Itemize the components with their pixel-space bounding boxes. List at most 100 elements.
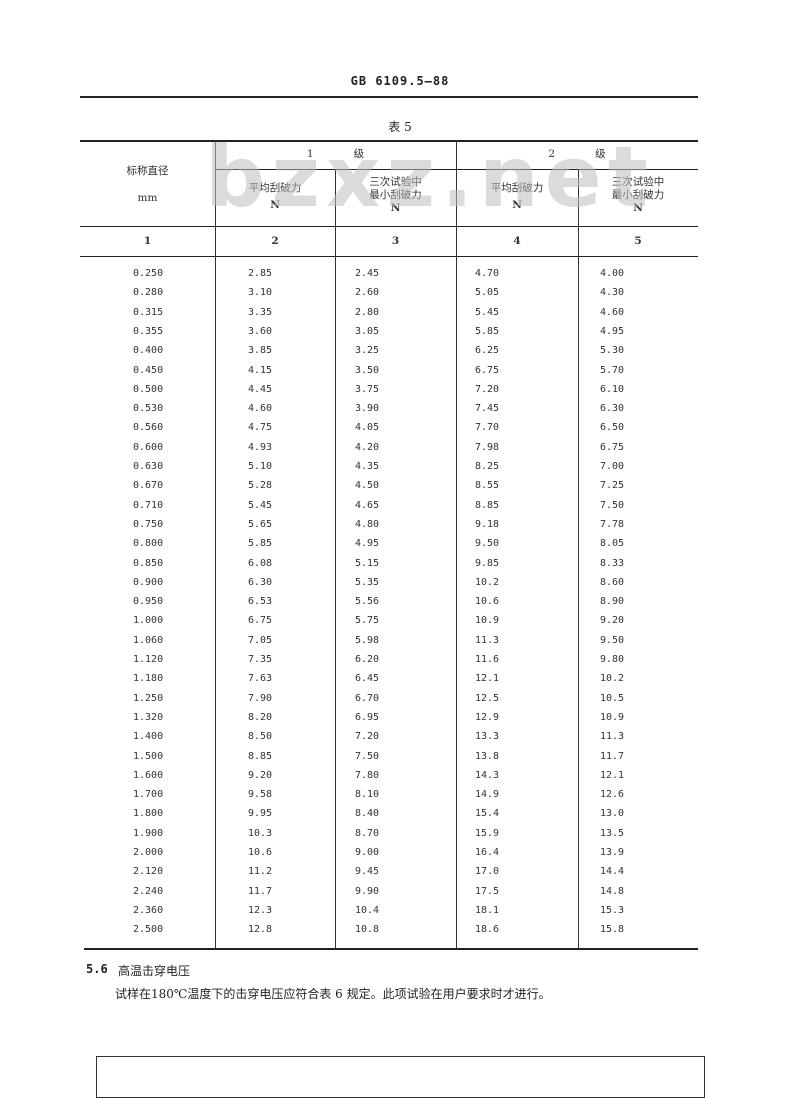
- column-number: 4: [513, 235, 521, 247]
- table-cell: 8.60: [600, 576, 625, 588]
- table-cell: 1.800: [133, 808, 164, 820]
- table-cell: 13.9: [600, 847, 625, 858]
- table-cell: 18.6: [475, 924, 500, 936]
- table-cell: 8.70: [355, 827, 380, 839]
- min-label-line2: 最小刮破力: [369, 189, 422, 201]
- header-bottom-rule: [80, 226, 698, 227]
- table-cell: 9.50: [600, 634, 625, 646]
- table-cell: 0.850: [133, 557, 164, 569]
- column-number: 2: [271, 235, 279, 247]
- min-label-line1: 三次试验中: [611, 176, 665, 188]
- table-cell: 12.3: [248, 904, 273, 916]
- table-cell: 15.4: [475, 808, 500, 820]
- table-cell: 8.05: [600, 538, 625, 550]
- table-cell: 7.35: [248, 654, 273, 665]
- table-cell: 9.18: [475, 518, 500, 530]
- unit-n: N: [633, 202, 643, 214]
- table-cell: 5.45: [475, 306, 500, 318]
- table-cell: 4.93: [248, 441, 273, 453]
- table-cell: 5.85: [248, 538, 273, 550]
- grade-label: 级: [353, 148, 365, 160]
- table-cell: 1.060: [133, 634, 164, 646]
- table-cell: 4.60: [600, 306, 625, 318]
- table-cell: 1.120: [133, 654, 164, 665]
- table-cell: 15.8: [600, 924, 625, 936]
- table-cell: 4.95: [355, 538, 380, 550]
- table-cell: 0.670: [133, 480, 164, 492]
- table-cell: 7.50: [600, 499, 625, 511]
- table-cell: 9.45: [355, 866, 380, 878]
- table-cell: 8.55: [475, 480, 500, 492]
- table-cell: 7.45: [475, 403, 500, 415]
- table-cell: 4.45: [248, 383, 273, 395]
- table-cell: 13.0: [600, 808, 625, 820]
- section-title: 高温击穿电压: [118, 964, 191, 978]
- table-cell: 5.85: [475, 325, 500, 337]
- table-cell: 5.28: [248, 480, 273, 492]
- table-cell: 8.85: [248, 750, 273, 762]
- table-cell: 7.80: [355, 769, 380, 781]
- document-code-header: GB 6109.5—88: [350, 74, 450, 88]
- grade-label: 级: [595, 148, 606, 160]
- table-cell: 0.900: [133, 576, 164, 588]
- table-cell: 0.750: [133, 518, 164, 530]
- table-bottom-rule: [84, 948, 698, 950]
- table-cell: 6.30: [600, 403, 625, 415]
- table-cell: 9.95: [248, 808, 273, 820]
- table-cell: 8.25: [475, 461, 500, 472]
- table-cell: 0.950: [133, 596, 164, 608]
- table-cell: 7.05: [248, 634, 273, 646]
- column-number: 1: [143, 235, 152, 247]
- table-cell: 8.40: [355, 808, 380, 820]
- table-cell: 11.3: [475, 634, 500, 646]
- table-cell: 17.5: [475, 885, 500, 897]
- table-cell: 4.95: [600, 325, 625, 337]
- table-cell: 6.10: [600, 383, 625, 395]
- table-cell: 2.360: [133, 904, 164, 916]
- table-cell: 5.05: [475, 287, 500, 299]
- table-cell: 15.3: [600, 904, 625, 916]
- table-cell: 9.20: [248, 769, 273, 781]
- table-cell: 7.20: [475, 383, 500, 395]
- table-cell: 12.1: [600, 769, 625, 781]
- table-cell: 6.95: [355, 711, 380, 723]
- table-cell: 2.240: [133, 885, 164, 897]
- table-cell: 10.2: [475, 576, 500, 588]
- table-cell: 1.250: [133, 692, 164, 704]
- table-cell: 2.120: [133, 866, 164, 878]
- table-cell: 12.8: [248, 924, 273, 936]
- unit-n: N: [512, 199, 522, 211]
- table-cell: 2.000: [133, 847, 164, 858]
- column-divider: [456, 140, 457, 949]
- table-cell: 8.33: [600, 557, 625, 569]
- table-cell: 0.630: [133, 461, 164, 472]
- table-cell: 0.800: [133, 538, 164, 550]
- table-cell: 7.90: [248, 692, 273, 704]
- table-cell: 10.3: [248, 827, 273, 839]
- table-cell: 6.25: [475, 345, 500, 357]
- table-cell: 10.2: [600, 673, 625, 685]
- min-label-line1: 三次试验中: [369, 176, 422, 188]
- table-cell: 16.4: [475, 847, 500, 858]
- table-cell: 9.00: [355, 847, 380, 858]
- table-cell: 4.60: [248, 403, 273, 415]
- table-cell: 3.35: [248, 306, 273, 318]
- table-cell: 0.530: [133, 403, 164, 415]
- table-cell: 2.60: [355, 287, 380, 299]
- table-cell: 3.85: [248, 345, 273, 357]
- table-cell: 0.560: [133, 422, 164, 434]
- table-top-rule: [80, 140, 698, 142]
- table-cell: 8.85: [475, 499, 500, 511]
- table-cell: 14.3: [475, 769, 500, 781]
- table-cell: 7.00: [600, 461, 625, 472]
- avg-label: 平均刮破力: [248, 182, 302, 194]
- table-cell: 9.20: [600, 615, 625, 627]
- table-cell: 11.7: [600, 750, 625, 762]
- table-cell: 12.1: [475, 673, 500, 685]
- column-number: 3: [391, 235, 400, 247]
- table-cell: 7.70: [475, 422, 500, 434]
- table-cell: 0.450: [133, 364, 164, 376]
- table-cell: 0.315: [133, 306, 164, 318]
- table-cell: 1.400: [133, 731, 164, 743]
- table-cell: 1.900: [133, 827, 164, 839]
